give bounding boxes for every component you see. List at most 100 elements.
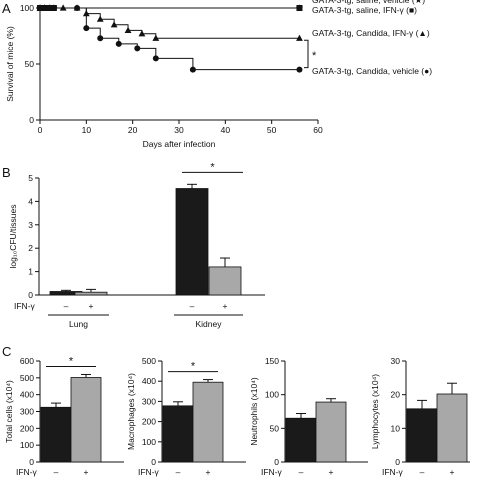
y-tick-label: 0 <box>29 115 34 125</box>
group-label: Lung <box>69 319 88 329</box>
y-tick-label: 0 <box>274 457 279 467</box>
survival-curve-triangle <box>40 7 300 39</box>
series-label: GATA-3-tg, saline, IFN-γ (■) <box>312 5 417 15</box>
y-tick-label: 0 <box>28 290 33 300</box>
y-tick-label: 30 <box>391 356 401 366</box>
y-tick-label: 20 <box>391 390 401 400</box>
bar <box>285 417 317 463</box>
significance-bracket <box>304 39 309 69</box>
bar <box>192 381 224 463</box>
lymphocytes-chart: 0 10 20 30 Lymphocytes (x10⁴) – + IFN-γ <box>370 356 470 477</box>
treatment-label: – <box>64 301 69 311</box>
treatment-row-label: IFN-γ <box>16 467 38 477</box>
bar <box>175 188 209 296</box>
y-tick-label: 600 <box>20 356 34 366</box>
data-point-circle <box>134 45 141 52</box>
y-tick-label: 400 <box>20 390 34 400</box>
treatment-label: – <box>176 467 181 477</box>
bar <box>74 291 108 296</box>
y-tick-label: 0 <box>151 457 156 467</box>
survival-chart: 0 10 20 30 40 50 60 0 50 100 Days after infection S… <box>5 0 432 149</box>
data-point-circle <box>97 35 104 42</box>
treatment-row-label: IFN-γ <box>261 467 283 477</box>
data-point-circle <box>189 66 196 73</box>
data-point-triangle <box>152 34 160 41</box>
series-label: GATA-3-tg, Candida, vehicle (●) <box>312 66 432 76</box>
bar <box>40 406 72 463</box>
y-tick-label: 200 <box>20 423 34 433</box>
y-tick-label: 300 <box>20 407 34 417</box>
y-axis-title: Total cells (x10⁴) <box>4 380 14 443</box>
y-tick-label: 4 <box>28 196 33 206</box>
neutrophils-chart: 0 50 100 150 Neutrophils (x10⁴) – + IFN-γ <box>249 356 368 477</box>
treatment-label: + <box>329 467 334 477</box>
y-tick-label: 100 <box>20 3 34 13</box>
data-point-triangle <box>110 21 118 28</box>
y-tick-label: 300 <box>142 396 156 406</box>
x-axis-title: Days after infection <box>143 139 216 149</box>
y-tick-label: 100 <box>142 437 156 447</box>
bar <box>406 408 438 463</box>
survival-curve-circle <box>40 7 300 71</box>
treatment-row-label: IFN-γ <box>138 467 160 477</box>
data-point-triangle <box>124 26 132 33</box>
y-tick-label: 200 <box>142 417 156 427</box>
treatment-label: – <box>420 467 425 477</box>
treatment-label: + <box>223 301 228 311</box>
x-tick-label: 50 <box>267 125 277 135</box>
x-tick-label: 0 <box>38 125 43 135</box>
bar <box>162 405 194 463</box>
macrophages-chart: 0 100 200 300 400 500 Macrophages (x10⁴) – + IFN-… <box>126 356 246 477</box>
y-tick-label: 100 <box>20 440 34 450</box>
x-tick-label: 20 <box>128 125 138 135</box>
series-label: GATA-3-tg, Candida, IFN-γ (▲) <box>312 28 430 38</box>
significance-star: * <box>210 161 215 173</box>
y-axis-title: Survival of mice (%) <box>5 26 15 102</box>
y-tick-label: 1 <box>28 267 33 277</box>
treatment-label: + <box>84 467 89 477</box>
treatment-row-label: IFN-γ <box>14 301 36 311</box>
y-tick-label: 2 <box>28 243 33 253</box>
bar <box>436 393 468 463</box>
y-axis-title: Lymphocytes (x10⁴) <box>370 374 380 449</box>
treatment-label: – <box>190 301 195 311</box>
data-point-circle <box>115 40 122 47</box>
data-point-triangle <box>296 34 303 41</box>
y-tick-label: 500 <box>142 356 156 366</box>
panel-label-a: A <box>2 1 11 16</box>
y-tick-label: 5 <box>28 173 33 183</box>
group-label: Kidney <box>196 319 223 329</box>
treatment-row-label: IFN-γ <box>382 467 404 477</box>
y-axis-title: Neutrophils (x10⁴) <box>249 377 259 446</box>
y-tick-label: 400 <box>142 376 156 386</box>
y-axis-title: log₁₀CFU/tissues <box>8 204 18 268</box>
y-tick-label: 50 <box>270 423 280 433</box>
treatment-label: – <box>299 467 304 477</box>
x-tick-label: 40 <box>221 125 231 135</box>
data-point-triangle <box>96 15 104 22</box>
total-cells-chart: 0 100 200 300 400 500 600 Total cells (x10⁴) – + I… <box>4 355 124 477</box>
panel-label-c: C <box>2 344 11 359</box>
significance-star: * <box>191 361 196 373</box>
treatment-label: – <box>54 467 59 477</box>
y-tick-label: 500 <box>20 373 34 383</box>
bar <box>70 377 102 463</box>
significance-star: * <box>312 50 317 62</box>
x-tick-label: 10 <box>82 125 92 135</box>
significance-star: * <box>69 355 74 367</box>
data-point-square <box>296 5 303 11</box>
y-tick-label: 150 <box>265 356 279 366</box>
y-tick-label: 50 <box>25 59 35 69</box>
y-tick-label: 0 <box>29 457 34 467</box>
panel-label-b: B <box>2 165 11 180</box>
data-point-circle <box>37 5 43 11</box>
data-point-circle <box>296 66 303 73</box>
y-tick-label: 100 <box>265 390 279 400</box>
x-tick-label: 60 <box>313 125 323 135</box>
data-point-triangle <box>138 30 146 37</box>
treatment-label: + <box>89 301 94 311</box>
y-axis-title: Macrophages (x10⁴) <box>126 373 136 450</box>
y-tick-label: 10 <box>391 423 401 433</box>
bar <box>315 401 347 463</box>
